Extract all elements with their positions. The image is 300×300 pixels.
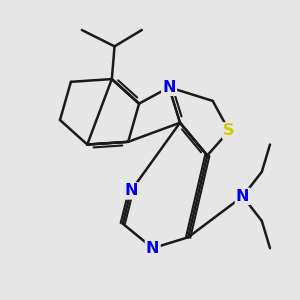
Text: N: N [124, 183, 138, 198]
Text: N: N [146, 241, 160, 256]
Text: N: N [162, 80, 176, 95]
Text: S: S [223, 123, 235, 138]
Text: N: N [236, 189, 250, 204]
